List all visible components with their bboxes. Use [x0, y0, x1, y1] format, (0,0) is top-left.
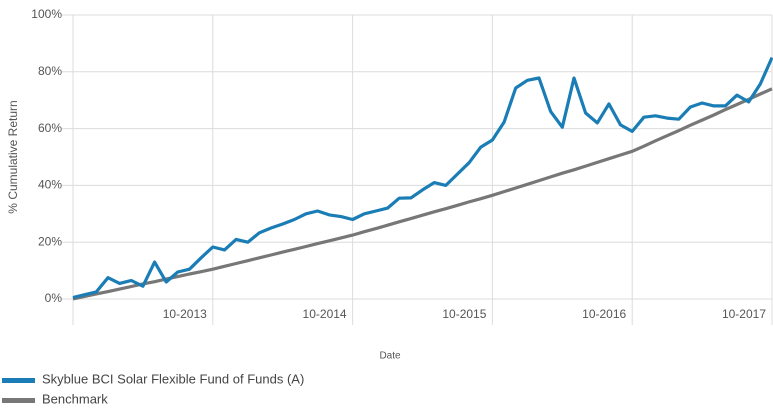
- x-tick-label: 10-2016: [582, 307, 626, 321]
- x-tick-label: 10-2014: [303, 307, 347, 321]
- y-tick-label: 0%: [45, 291, 63, 305]
- y-tick-label: 100%: [31, 7, 62, 21]
- legend-swatch: [2, 398, 35, 403]
- y-tick-label: 40%: [38, 178, 62, 192]
- x-axis-label: Date: [379, 351, 401, 362]
- y-tick-label: 20%: [38, 234, 62, 248]
- x-tick-label: 10-2015: [442, 307, 486, 321]
- x-tick-label: 10-2013: [163, 307, 207, 321]
- legend-swatch: [2, 378, 35, 383]
- y-tick-label: 60%: [38, 121, 62, 135]
- y-tick-label: 80%: [38, 64, 62, 78]
- legend-label: Skyblue BCI Solar Flexible Fund of Funds…: [42, 371, 304, 386]
- legend-label: Benchmark: [42, 391, 108, 406]
- y-axis-label: % Cumulative Return: [6, 100, 20, 213]
- series-line: [72, 87, 773, 301]
- series-line: [72, 56, 773, 300]
- x-tick-label: 10-2017: [722, 307, 766, 321]
